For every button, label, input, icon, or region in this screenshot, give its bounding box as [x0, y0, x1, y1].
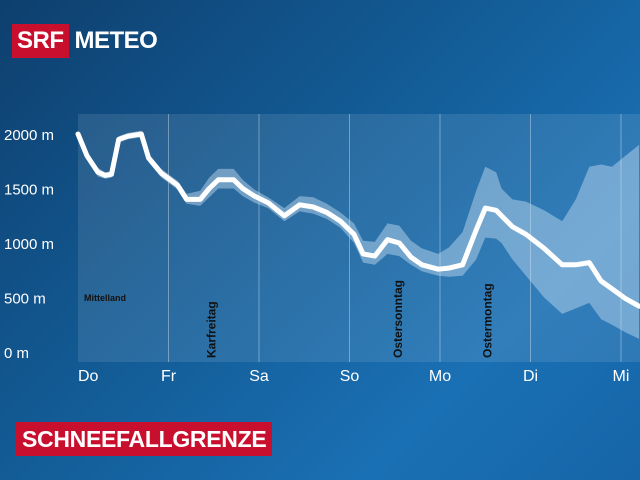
- srf-meteo-logo: SRF METEO: [12, 24, 158, 58]
- holiday-ostersonntag: Ostersonntag: [391, 280, 405, 358]
- snowline-line: [75, 131, 640, 309]
- holiday-annotations: Mittelland Karfreitag Ostersonntag Ostermon…: [84, 280, 495, 358]
- holiday-ostermontag: Ostermontag: [481, 283, 495, 358]
- y-tick-2000: 2000 m: [4, 127, 54, 144]
- x-tick-Mo: Mo: [429, 368, 451, 385]
- y-tick-1000: 1000 m: [4, 236, 54, 253]
- holiday-karfreitag: Karfreitag: [205, 301, 219, 358]
- y-tick-0: 0 m: [4, 345, 29, 362]
- plot-background: [78, 114, 640, 362]
- meteo-logo-text: METEO: [74, 27, 158, 54]
- y-tick-1500: 1500 m: [4, 182, 54, 199]
- snowline-series: [75, 131, 640, 309]
- y-axis-ticks: 0 m 500 m 1000 m 1500 m 2000 m: [4, 127, 54, 362]
- x-tick-Mi: Mi: [613, 368, 630, 385]
- region-label: Mittelland: [84, 293, 126, 303]
- x-tick-So: So: [340, 368, 360, 385]
- x-tick-Do: Do: [78, 368, 99, 385]
- srf-logo-box: SRF: [12, 24, 69, 58]
- y-tick-500: 500 m: [4, 291, 46, 308]
- chart-title: SCHNEEFALLGRENZE: [16, 422, 273, 456]
- x-tick-Di: Di: [523, 368, 538, 385]
- x-tick-Sa: Sa: [249, 368, 269, 385]
- x-tick-Fr: Fr: [161, 368, 177, 385]
- x-axis-ticks: Do Fr Sa So Mo Di Mi: [78, 368, 629, 385]
